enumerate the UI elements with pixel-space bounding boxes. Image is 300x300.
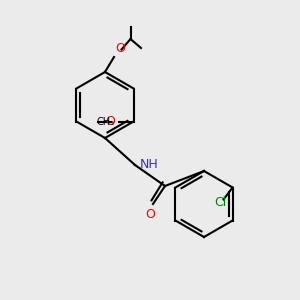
Text: CH₃: CH₃ <box>96 116 114 127</box>
Text: NH: NH <box>140 158 158 172</box>
Text: O: O <box>116 43 125 56</box>
Text: Cl: Cl <box>214 196 227 208</box>
Text: O: O <box>106 115 116 128</box>
Text: O: O <box>145 208 155 221</box>
